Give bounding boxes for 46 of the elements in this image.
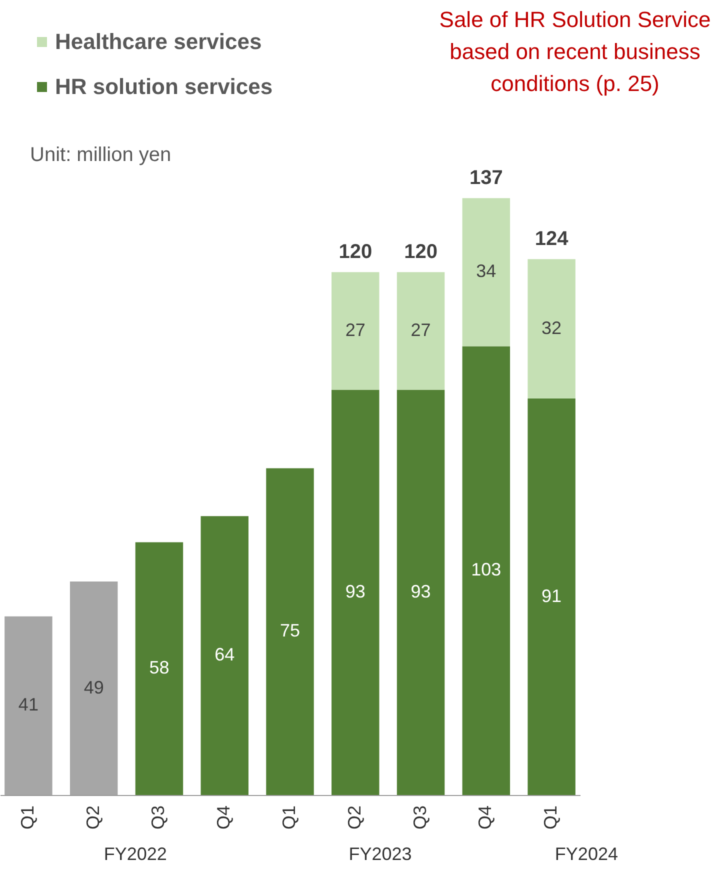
- data-label: 58: [149, 658, 170, 678]
- total-label: 120: [338, 241, 372, 264]
- bar: [462, 346, 510, 795]
- total-label: 137: [469, 167, 503, 190]
- x-tick-label: Q1: [17, 806, 38, 830]
- total-label: 120: [404, 241, 438, 264]
- bar: [266, 468, 314, 795]
- data-label: 34: [476, 261, 496, 282]
- bar: [462, 198, 510, 346]
- data-label: 41: [18, 694, 38, 715]
- text: FY2024: [554, 844, 618, 864]
- legend-label: HR solution services: [55, 74, 273, 99]
- x-tick-label: Q3: [148, 806, 168, 830]
- x-tick-label: Q2: [82, 806, 103, 830]
- text: Sale of HR Solution Service based on recent business conditions (p. 25): [439, 7, 711, 96]
- data-label: 103: [471, 560, 502, 580]
- total-label: 124: [534, 228, 570, 250]
- data-label: 64: [214, 644, 235, 665]
- data-label: 93: [345, 581, 366, 602]
- x-tick-label: Q4: [214, 806, 234, 830]
- bar: [135, 542, 184, 795]
- text: FY2022: [104, 844, 167, 864]
- bar: [332, 272, 380, 390]
- data-label: 93: [410, 581, 431, 602]
- bar: [4, 616, 52, 795]
- x-tick-label: Q1: [540, 806, 561, 830]
- data-label: 49: [84, 677, 104, 698]
- bar: [396, 272, 445, 390]
- x-tick-label: Q1: [279, 806, 299, 830]
- bar: [528, 259, 576, 398]
- bar: [200, 516, 248, 795]
- x-tick-label: Q2: [344, 806, 364, 830]
- bar: [528, 398, 576, 795]
- data-label: 32: [542, 318, 562, 338]
- bar: [70, 582, 118, 795]
- text: Unit: million yen: [30, 144, 172, 166]
- text: FY2023: [348, 844, 412, 864]
- bar: [396, 390, 445, 795]
- legend-label: Healthcare services: [55, 29, 262, 54]
- x-tick-label: Q4: [475, 806, 496, 830]
- x-tick-label: Q3: [410, 806, 430, 830]
- data-label: 27: [410, 320, 431, 340]
- data-label: 27: [345, 320, 366, 340]
- data-label: 75: [280, 620, 300, 641]
- bar: [332, 390, 380, 795]
- data-label: 91: [542, 586, 562, 606]
